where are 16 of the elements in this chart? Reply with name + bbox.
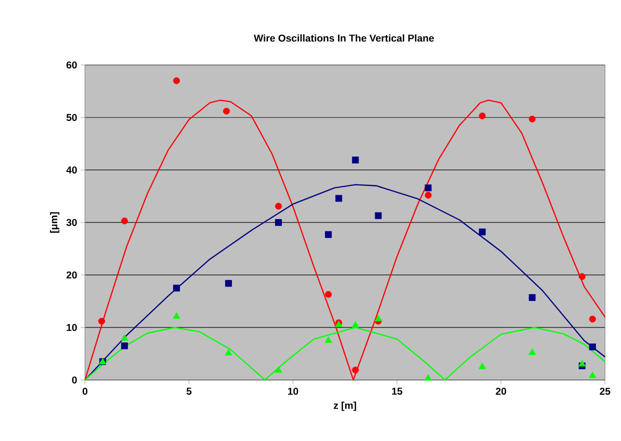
y-tick-label: 0: [72, 376, 77, 384]
y-tick-label: 30: [66, 218, 77, 226]
x-tick-label: 20: [496, 388, 506, 395]
x-tick-label: 15: [392, 388, 402, 395]
y-tick-label: 60: [66, 61, 77, 69]
chart-title: Wire Oscillations In The Vertical Plane: [254, 34, 434, 42]
y-tick-label: 40: [66, 166, 77, 174]
x-tick-label: 25: [600, 388, 610, 395]
x-tick-label: 5: [186, 388, 192, 395]
x-tick-label: 0: [82, 388, 88, 395]
x-axis-title: z [m]: [334, 402, 356, 411]
y-tick-label: 20: [66, 271, 77, 279]
y-tick-label: 50: [66, 114, 77, 122]
y-axis-title: [μm]: [50, 212, 60, 233]
y-tick-label: 10: [66, 324, 77, 332]
x-tick-label: 10: [288, 388, 298, 395]
